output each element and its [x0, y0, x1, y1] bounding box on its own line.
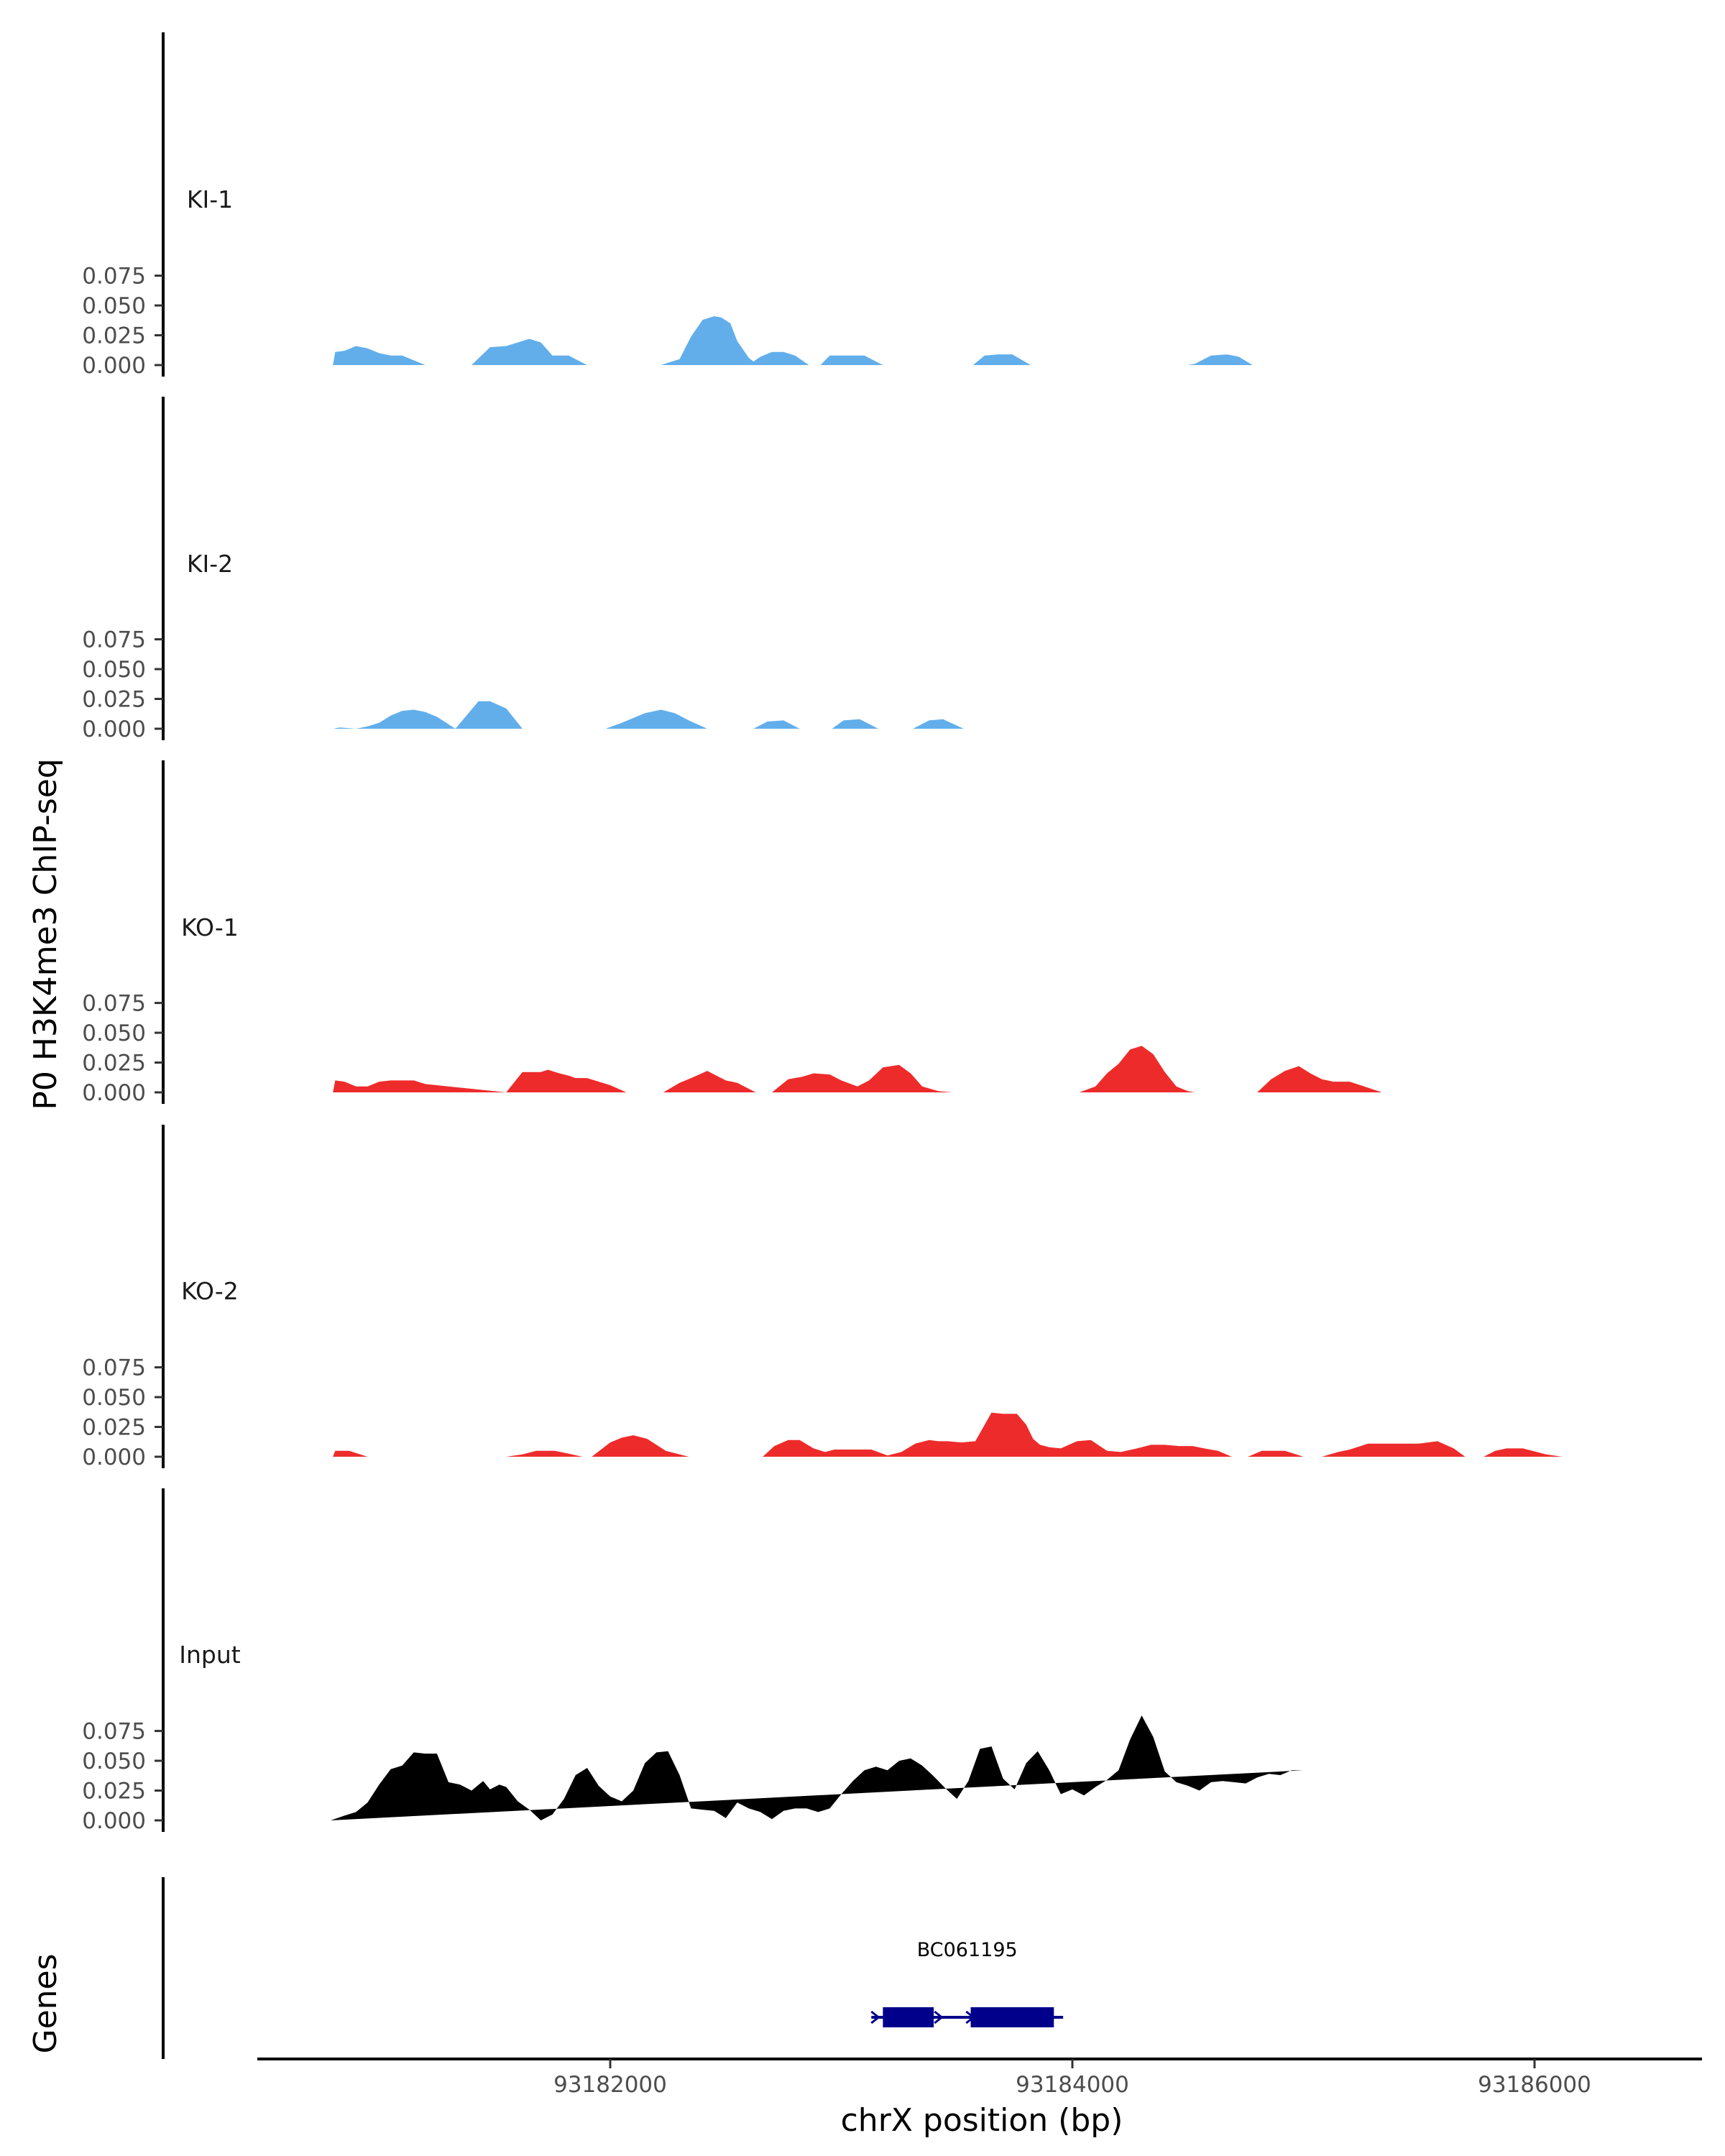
genes-axis-title: Genes	[27, 1953, 64, 2053]
strand-arrow	[934, 2010, 944, 2024]
y-tick-label: 0.075	[82, 1355, 146, 1381]
track-label-ko-2: KO-2	[181, 1277, 239, 1305]
x-axis: 93182000 93184000 93186000	[257, 2058, 1702, 2098]
gene-bc061195: BC061195	[870, 1939, 1064, 2027]
y-tick-label: 0.075	[82, 1719, 146, 1745]
gene-exon	[883, 2007, 934, 2027]
gene-label: BC061195	[917, 1939, 1018, 1961]
y-tick-label: 0.000	[82, 353, 146, 379]
track-panel-input: 0.000 0.025 0.050 0.075 Input	[82, 1488, 1304, 1834]
track-panel-ki-1: 0.000 0.025 0.050 0.075 KI-1	[82, 32, 1253, 379]
track-label-ko-1: KO-1	[181, 913, 239, 941]
genes-layer: BC061195	[162, 1877, 1064, 2059]
track-panel-ki-2: 0.000 0.025 0.050 0.075 KI-2	[82, 397, 964, 742]
y-tick-label: 0.050	[82, 1021, 146, 1046]
y-tick-label: 0.050	[82, 293, 146, 319]
track-label-ki-2: KI-2	[187, 550, 233, 578]
x-tick-label: 93182000	[553, 2072, 667, 2098]
gene-exon	[970, 2007, 1054, 2027]
y-tick-label: 0.000	[82, 717, 146, 742]
y-tick-label: 0.000	[82, 1445, 146, 1470]
x-tick-label: 93186000	[1478, 2072, 1591, 2098]
x-tick-label: 93184000	[1016, 2072, 1129, 2098]
y-tick-label: 0.050	[82, 1385, 146, 1411]
coverage-area-ki-2	[333, 701, 964, 729]
strand-arrow	[870, 2010, 880, 2024]
y-tick-label: 0.000	[82, 1080, 146, 1106]
y-tick-label: 0.050	[82, 657, 146, 683]
y-tick-label: 0.025	[82, 1051, 146, 1077]
y-axis-title: P0 H3K4me3 ChIP-seq	[27, 758, 64, 1110]
y-tick-label: 0.075	[82, 627, 146, 653]
track-label-input: Input	[179, 1641, 241, 1669]
y-tick-label: 0.000	[82, 1808, 146, 1834]
y-tick-label: 0.025	[82, 687, 146, 713]
y-tick-label: 0.075	[82, 264, 146, 290]
y-tick-label: 0.050	[82, 1749, 146, 1774]
y-tick-label: 0.025	[82, 1415, 146, 1441]
track-panel-ko-2: 0.000 0.025 0.050 0.075 KO-2	[82, 1125, 1629, 1470]
x-axis-title: chrX position (bp)	[841, 2102, 1123, 2139]
tracks-layer: 0.0000.0250.0500.075KI-10.0000.0250.0500…	[82, 32, 1629, 1834]
y-tick-label: 0.025	[82, 1779, 146, 1805]
y-tick-label: 0.025	[82, 323, 146, 349]
coverage-area-ki-1	[333, 316, 1253, 365]
coverage-area-input	[331, 1715, 1304, 1820]
coverage-area-ko-2	[333, 1412, 1629, 1457]
track-panel-ko-1: 0.000 0.025 0.050 0.075 KO-1	[82, 760, 1382, 1106]
track-label-ki-1: KI-1	[187, 185, 233, 213]
y-tick-label: 0.075	[82, 991, 146, 1017]
coverage-area-ko-1	[333, 1046, 1382, 1092]
